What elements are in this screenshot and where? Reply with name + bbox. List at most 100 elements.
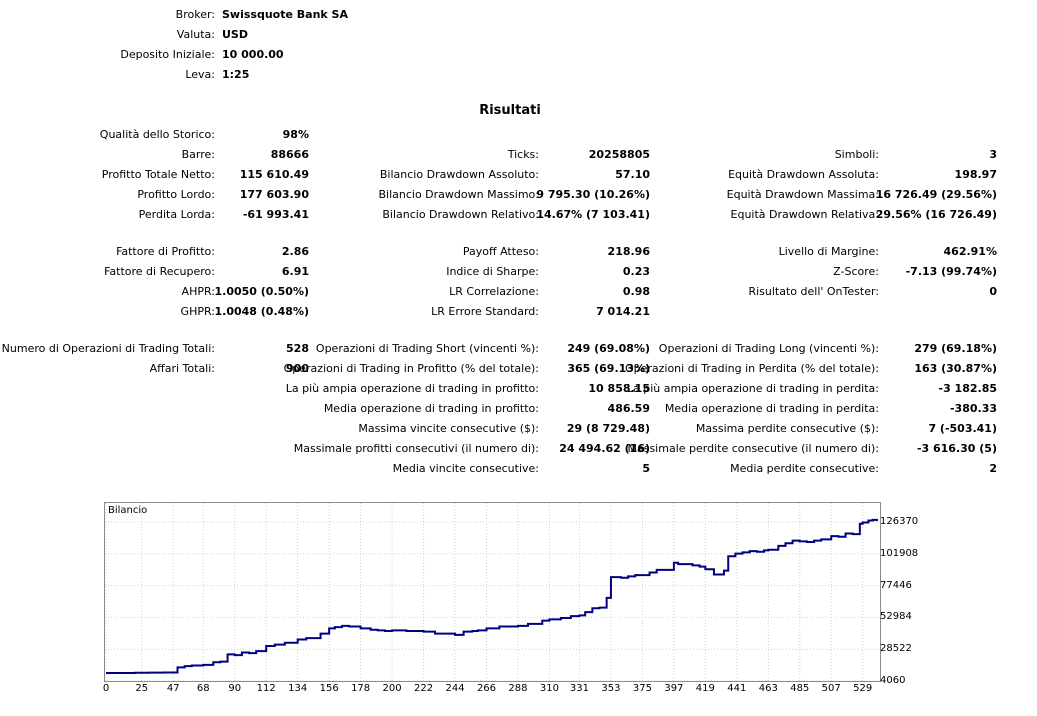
- col1-row-3-label: Profitto Lordo:: [137, 188, 215, 201]
- col3-row-12-value: -3 616.30 (5): [916, 442, 997, 455]
- y-tick-label-1: 101908: [880, 547, 919, 559]
- balance-chart-svg: [105, 503, 880, 681]
- col3-row-12-label: Massimale perdite consecutive (il numero…: [627, 442, 879, 455]
- col2-row-0-value: 20258805: [588, 148, 650, 161]
- col3-row-3-value: 29.56% (16 726.49): [875, 208, 997, 221]
- col1-row-0-value: 98%: [282, 128, 309, 141]
- col2-row-1-value: 57.10: [615, 168, 650, 181]
- col1-row-2-label: Profitto Totale Netto:: [101, 168, 215, 181]
- col1-row-6-label: Fattore di Recupero:: [104, 265, 215, 278]
- col3-row-7-value: 279 (69.18%): [914, 342, 997, 355]
- col1-row-10-value: 900: [286, 362, 309, 375]
- x-tick-label-0: 0: [102, 683, 110, 694]
- broker-value: Swissquote Bank SA: [222, 8, 348, 21]
- y-tick-label-3: 52984: [880, 611, 912, 623]
- x-tick-label-12: 266: [476, 683, 497, 694]
- col2-row-11-value: 486.59: [607, 402, 650, 415]
- col2-row-9-label: Operazioni di Trading in Profitto (% del…: [283, 362, 539, 375]
- col2-row-6-label: LR Correlazione:: [449, 285, 539, 298]
- x-tick-label-13: 288: [508, 683, 528, 694]
- x-tick-label-15: 331: [569, 683, 590, 694]
- col2-row-13-label: Massimale profitti consecutivi (il numer…: [293, 442, 539, 455]
- col2-row-8-value: 249 (69.08%): [567, 342, 650, 355]
- col2-row-11-label: Media operazione di trading in profitto:: [323, 402, 539, 415]
- col3-row-2-value: 16 726.49 (29.56%): [875, 188, 997, 201]
- col3-row-9-value: -3 182.85: [938, 382, 998, 395]
- col3-row-6-value: 0: [989, 285, 997, 298]
- col1-row-9-value: 528: [286, 342, 309, 355]
- y-tick-label-4: 28522: [880, 643, 912, 655]
- col2-row-12-label: Massima vincite consecutive ($):: [358, 422, 539, 435]
- x-tick-label-10: 222: [414, 683, 434, 694]
- x-tick-label-16: 353: [601, 683, 621, 694]
- col1-row-0-label: Qualità dello Storico:: [99, 128, 215, 141]
- col3-row-4-value: 462.91%: [943, 245, 997, 258]
- x-tick-label-7: 156: [319, 683, 339, 694]
- col3-row-7-label: Operazioni di Trading Long (vincenti %):: [658, 342, 879, 355]
- col2-row-3-label: Bilancio Drawdown Relativo:: [382, 208, 539, 221]
- currency-label: Valuta:: [176, 28, 215, 41]
- col2-row-14-label: Media vincite consecutive:: [392, 462, 539, 475]
- x-tick-label-18: 397: [664, 683, 684, 694]
- col3-row-8-value: 163 (30.87%): [914, 362, 997, 375]
- col2-row-3-value: 14.67% (7 103.41): [536, 208, 650, 221]
- x-tick-label-17: 375: [632, 683, 652, 694]
- col1-row-2-value: 115 610.49: [239, 168, 309, 181]
- x-tick-label-22: 485: [790, 683, 810, 694]
- col1-row-7-value: 1.0050 (0.50%): [214, 285, 310, 298]
- col1-row-5-value: 2.86: [281, 245, 309, 258]
- col3-row-8-label: Operazioni di Trading in Perdita (% del …: [624, 362, 879, 375]
- x-tick-label-5: 112: [256, 683, 276, 694]
- col2-row-10-value: 10 858.15: [588, 382, 650, 395]
- y-tick-label-2: 77446: [880, 579, 912, 591]
- x-tick-label-14: 310: [539, 683, 559, 694]
- col3-row-4-label: Livello di Margine:: [778, 245, 879, 258]
- col3-row-10-value: -380.33: [949, 402, 997, 415]
- col2-row-9-value: 365 (69.13%): [567, 362, 650, 375]
- results-title: Risultati: [479, 103, 541, 118]
- chart-title: Bilancio: [108, 505, 148, 516]
- col3-row-0-label: Simboli:: [834, 148, 879, 161]
- col3-row-2-label: Equità Drawdown Massima:: [726, 188, 879, 201]
- col2-row-8-label: Operazioni di Trading Short (vincenti %)…: [315, 342, 539, 355]
- y-tick-label-5: 4060: [880, 675, 906, 686]
- col1-row-10-label: Affari Totali:: [149, 362, 215, 375]
- col2-row-2-label: Bilancio Drawdown Massimo:: [378, 188, 539, 201]
- col1-row-9-label: Numero di Operazioni di Trading Totali:: [1, 342, 215, 355]
- col2-row-10-label: La più ampia operazione di trading in pr…: [285, 382, 539, 395]
- col2-row-1-label: Bilancio Drawdown Assoluto:: [379, 168, 539, 181]
- col3-row-5-label: Z-Score:: [833, 265, 879, 278]
- currency-value: USD: [222, 28, 248, 41]
- col1-row-8-label: GHPR:: [180, 305, 215, 318]
- col1-row-1-label: Barre:: [181, 148, 215, 161]
- col2-row-7-label: LR Errore Standard:: [431, 305, 539, 318]
- col2-row-4-value: 218.96: [607, 245, 650, 258]
- col3-row-11-value: 7 (-503.41): [928, 422, 997, 435]
- y-tick-label-0: 126370: [880, 516, 919, 527]
- x-tick-label-24: 529: [853, 683, 873, 694]
- x-tick-label-8: 178: [351, 683, 371, 694]
- balance-series-line: [106, 518, 878, 675]
- col3-row-11-label: Massima perdite consecutive ($):: [695, 422, 879, 435]
- col2-row-14-value: 5: [642, 462, 650, 475]
- x-tick-label-2: 47: [166, 683, 180, 694]
- x-tick-label-20: 441: [727, 683, 747, 694]
- col3-row-13-value: 2: [989, 462, 997, 475]
- col3-row-6-label: Risultato dell' OnTester:: [748, 285, 879, 298]
- col2-row-5-label: Indice di Sharpe:: [446, 265, 539, 278]
- col3-row-5-value: -7.13 (99.74%): [905, 265, 997, 278]
- col2-row-6-value: 0.98: [622, 285, 650, 298]
- x-tick-label-4: 90: [228, 683, 242, 694]
- broker-label: Broker:: [175, 8, 215, 21]
- leverage-value: 1:25: [222, 68, 250, 81]
- x-tick-label-1: 25: [135, 683, 149, 694]
- leverage-label: Leva:: [185, 68, 215, 81]
- col3-row-10-label: Media operazione di trading in perdita:: [664, 402, 879, 415]
- col1-row-1-value: 88666: [270, 148, 309, 161]
- col3-row-13-label: Media perdite consecutive:: [730, 462, 879, 475]
- col2-row-2-value: 9 795.30 (10.26%): [536, 188, 650, 201]
- x-tick-label-6: 134: [288, 683, 308, 694]
- x-tick-label-9: 200: [382, 683, 402, 694]
- col2-row-5-value: 0.23: [622, 265, 650, 278]
- col1-row-4-value: -61 993.41: [242, 208, 309, 221]
